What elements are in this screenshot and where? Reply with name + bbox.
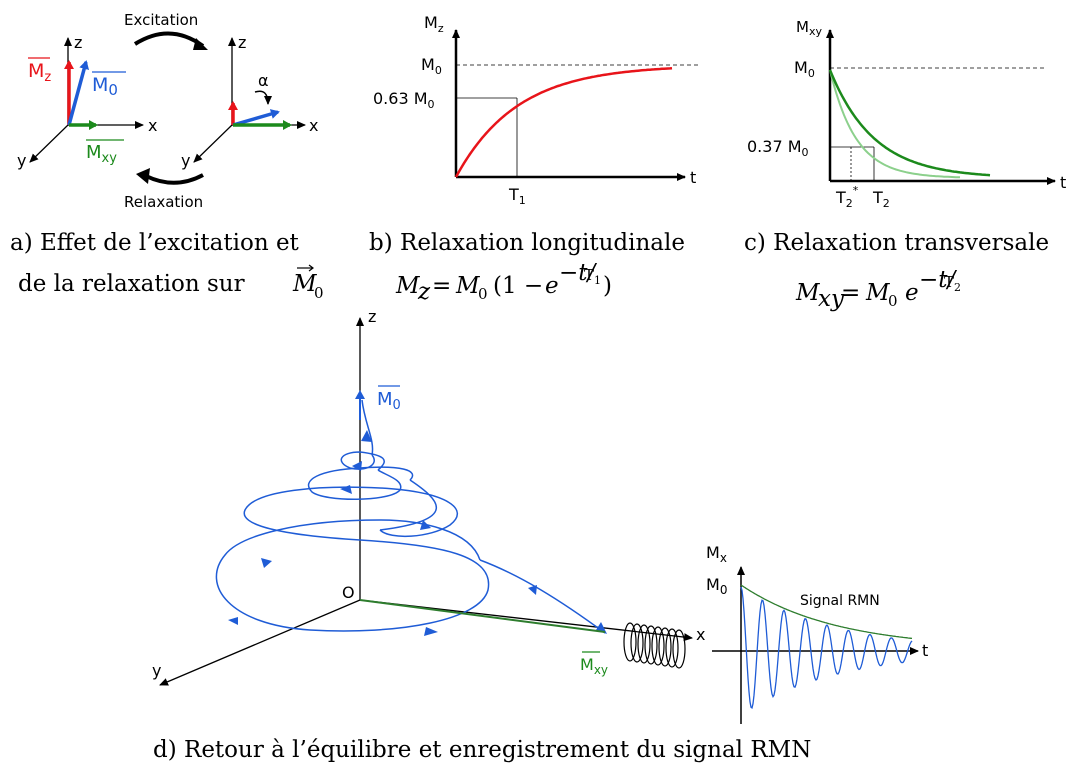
panel-b: Mz t M0 0.63 M0 T1 b) Relaxation longitu…: [369, 13, 700, 305]
svg-text:M0: M0: [377, 389, 401, 413]
panel-c-caption: c) Relaxation transversale: [744, 230, 1049, 256]
panel-b-tick-t1: T1: [508, 185, 526, 207]
panel-b-relaxation-curve: [454, 66, 673, 178]
panel-a-alpha-arc: [254, 90, 272, 105]
svg-text:(1 −: (1 −: [493, 273, 543, 299]
panel-c-y-label: Mxy: [796, 18, 822, 38]
panel-c-tick-037: 0.37 M0: [747, 137, 809, 159]
panel-c-tick-t2: T2: [872, 188, 890, 210]
panel-c-t2star-curve: [829, 69, 961, 179]
panel-d-origin: O: [342, 583, 355, 602]
svg-text:=: =: [432, 273, 451, 299]
panel-a-excitation-arrow: [133, 31, 205, 48]
panel-a-axis-y-left: y: [17, 151, 26, 170]
panel-b-y-label: Mz: [424, 13, 444, 35]
panel-d-spiral: [215, 399, 606, 634]
svg-text:): ): [603, 273, 612, 299]
panel-a-caption-line1: a) Effet de l’excitation et: [10, 230, 300, 256]
panel-b-caption: b) Relaxation longitudinale: [369, 230, 685, 256]
svg-text:xy: xy: [818, 286, 845, 312]
svg-text:T: T: [944, 273, 954, 291]
panel-d-signal-m0: M0: [706, 575, 727, 597]
panel-d-axis-x: x: [696, 625, 705, 644]
panel-d-label-mxy: Mxy: [580, 651, 608, 677]
panel-a-caption-line2: de la relaxation sur M 0: [18, 264, 324, 302]
panel-a: z x y Mz M0 Mxy Excitation Relaxation: [10, 11, 324, 302]
panel-a-label-m0: M0: [92, 71, 126, 99]
panel-b-equation: M z = M 0 (1 − e −t/ T 1 ): [395, 260, 612, 305]
svg-text:M: M: [455, 273, 481, 299]
svg-text:Mxy: Mxy: [86, 142, 117, 166]
panel-d-caption: d) Retour à l’équilibre et enregistremen…: [153, 737, 811, 763]
svg-text:Mxy: Mxy: [580, 655, 608, 677]
svg-text:M: M: [292, 271, 318, 297]
panel-d-y-axis: [159, 599, 361, 686]
panel-a-relaxation-arrow: [145, 173, 204, 185]
svg-text:0: 0: [314, 284, 324, 302]
panel-d-signal-wave: [740, 586, 913, 709]
panel-a-m0-arrow-left: [67, 60, 90, 126]
panel-a-alpha-label: α: [258, 71, 269, 90]
panel-d: z x y O M0 Mxy: [152, 307, 928, 763]
panel-c-tick-t2star: T2*: [835, 184, 859, 210]
panel-b-tick-063: 0.63 M0: [373, 89, 435, 111]
panel-c-equation: M xy = M 0 e −t/ T 2: [795, 267, 961, 312]
svg-text:1: 1: [594, 274, 601, 287]
svg-text:2: 2: [954, 281, 961, 294]
panel-d-mxy-vector: [359, 599, 606, 633]
svg-text:−t/: −t/: [919, 267, 958, 293]
panel-c-tick-m0: M0: [794, 58, 815, 80]
panel-a-relaxation-label: Relaxation: [124, 193, 203, 211]
svg-text:M0: M0: [92, 74, 118, 99]
svg-text:e: e: [545, 273, 559, 299]
svg-text:M: M: [795, 280, 821, 306]
panel-c: Mxy t M0 0.37 M0 T2* T2 c) Relaxation tr…: [744, 18, 1066, 312]
panel-a-label-mz: Mz: [28, 57, 51, 85]
panel-b-tick-m0: M0: [421, 55, 442, 77]
panel-a-axis-x-right: x: [309, 116, 318, 135]
panel-a-excitation-label: Excitation: [124, 11, 198, 29]
panel-d-signal-y-label: Mx: [706, 543, 727, 565]
panel-d-axis-y: y: [152, 661, 161, 680]
svg-text:Mz: Mz: [28, 60, 51, 85]
svg-text:de la relaxation sur: de la relaxation sur: [18, 271, 245, 297]
panel-d-signal-t: t: [922, 641, 928, 660]
panel-a-axis-z-right: z: [238, 33, 246, 52]
panel-d-label-m0: M0: [377, 385, 401, 413]
svg-text:0: 0: [888, 292, 898, 310]
panel-d-coil: [623, 622, 686, 669]
svg-text:e: e: [905, 280, 919, 306]
svg-text:z: z: [417, 279, 431, 305]
svg-text:M: M: [395, 273, 421, 299]
panel-a-axis-z-left: z: [74, 33, 82, 52]
panel-d-signal-title: Signal RMN: [800, 593, 880, 609]
panel-c-t2-curve: [828, 69, 991, 177]
panel-a-axes-right: [193, 37, 306, 163]
svg-text:−t/: −t/: [559, 260, 598, 286]
panel-a-axis-y-right: y: [181, 151, 190, 170]
panel-a-axis-x-left: x: [148, 116, 157, 135]
panel-d-signal-envelope: [740, 584, 913, 640]
svg-text:=: =: [841, 280, 860, 306]
panel-d-axis-z: z: [368, 307, 376, 326]
svg-text:0: 0: [478, 285, 488, 303]
panel-a-label-mxy: Mxy: [86, 139, 124, 166]
panel-a-m0-arrow-right: [232, 109, 280, 127]
svg-text:M: M: [865, 280, 891, 306]
svg-text:T: T: [584, 266, 594, 284]
panel-b-x-label: t: [690, 168, 696, 187]
panel-c-x-label: t: [1060, 173, 1066, 192]
